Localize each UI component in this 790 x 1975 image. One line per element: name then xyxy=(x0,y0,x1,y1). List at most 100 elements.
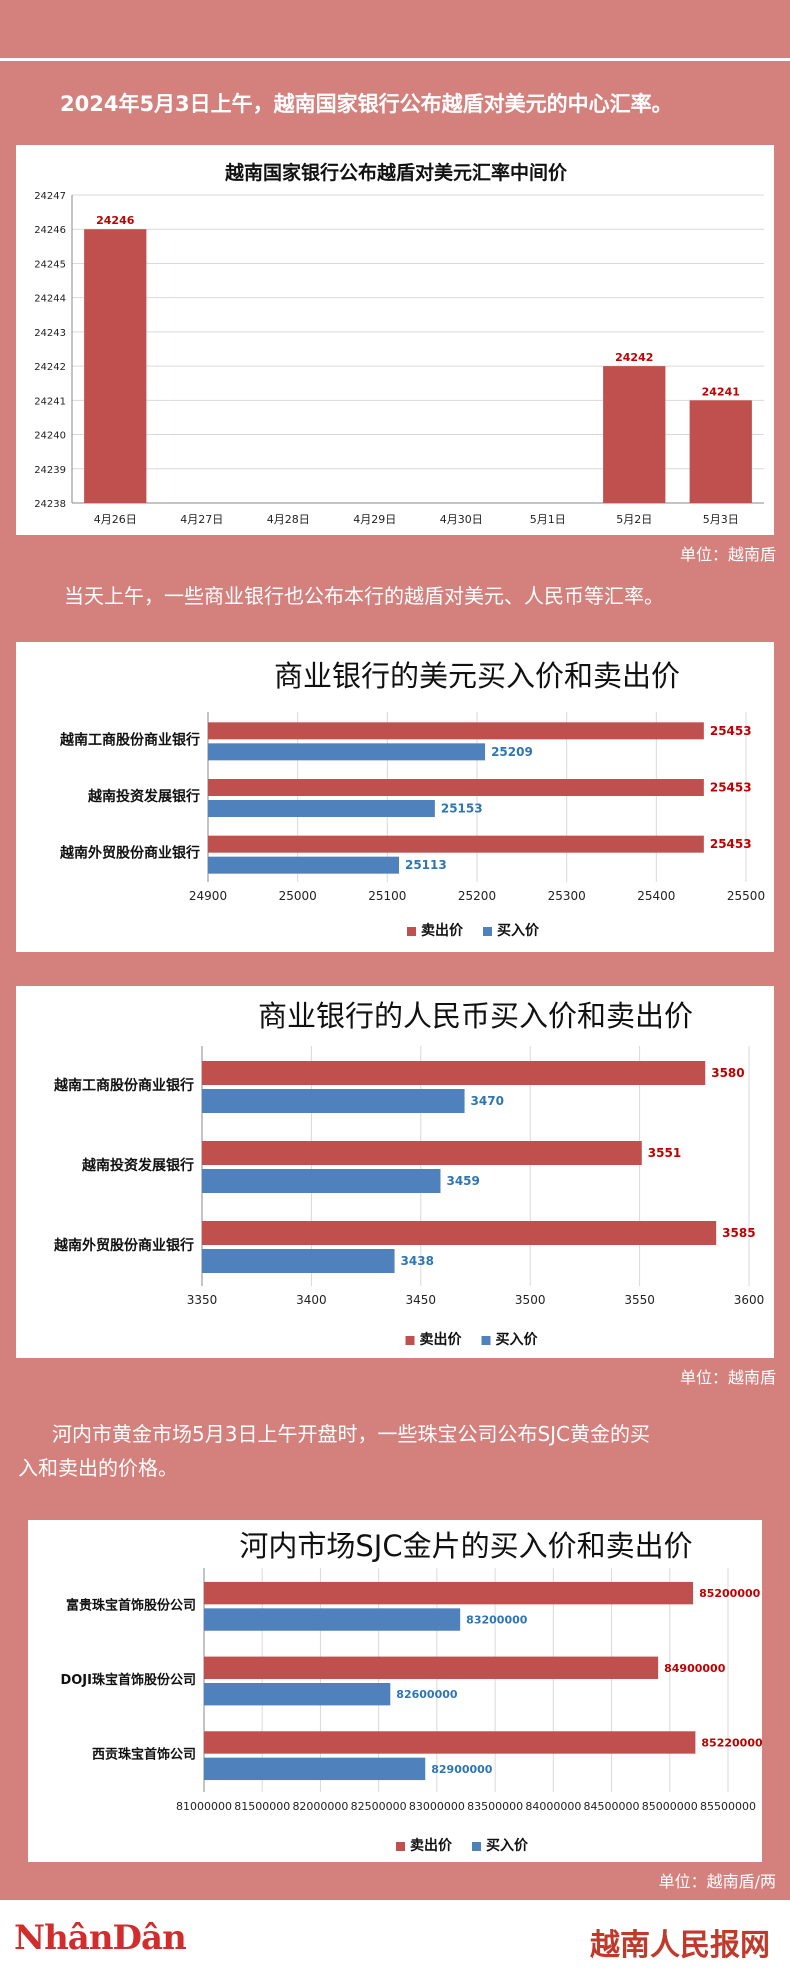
data-label-sell: 25453 xyxy=(710,781,752,795)
data-label-buy: 3459 xyxy=(446,1174,479,1188)
data-label-buy: 25209 xyxy=(491,745,533,759)
bar-sell xyxy=(202,1061,706,1085)
y-tick-label: 24240 xyxy=(34,431,66,442)
legend-swatch-sell xyxy=(407,927,416,936)
cny-rate-chart: 商业银行的人民币买入价和卖出价 3350 3400 3450 3500 3550 3600 越… xyxy=(53,999,764,1348)
x-tick-label: 24900 xyxy=(189,889,227,903)
x-tick-label: 3500 xyxy=(515,1293,546,1307)
central-rate-chart: 越南国家银行公布越盾对美元汇率中间价 24238 24239 24240 24241 24… xyxy=(34,161,764,526)
chart-panel-2: 商业银行的美元买入价和卖出价 24900 25000 25100 25200 25300 2… xyxy=(16,642,774,952)
category-label: 西贡珠宝首饰公司 xyxy=(92,1747,196,1763)
bar-buy xyxy=(204,1608,461,1631)
x-tick-label: 82500000 xyxy=(351,1800,407,1813)
data-label-buy: 82600000 xyxy=(396,1688,458,1701)
y-tick-label: 24246 xyxy=(34,225,66,236)
bar-sell xyxy=(202,1221,717,1245)
data-label: 24246 xyxy=(96,214,135,227)
category-label: 越南工商股份商业银行 xyxy=(53,1077,194,1094)
chart-title: 河内市场SJC金片的买入价和卖出价 xyxy=(239,1529,692,1563)
chart-panel-1: 越南国家银行公布越盾对美元汇率中间价 24238 24239 24240 24241 24… xyxy=(16,145,774,535)
gold-price-chart: 河内市场SJC金片的买入价和卖出价 81000000 81500000 8200000… xyxy=(60,1529,763,1854)
category-label: 越南工商股份商业银行 xyxy=(59,731,200,748)
category-label: 富贵珠宝首饰股份公司 xyxy=(66,1597,196,1613)
bar-buy xyxy=(202,1089,465,1113)
y-tick-label: 24244 xyxy=(34,294,66,305)
x-tick-label: 25500 xyxy=(727,889,765,903)
data-label: 24242 xyxy=(615,351,653,364)
bar-buy xyxy=(208,743,486,761)
category-label: 越南外贸股份商业银行 xyxy=(53,1237,194,1254)
usd-rate-chart: 商业银行的美元买入价和卖出价 24900 25000 25100 25200 25300 2… xyxy=(59,659,765,939)
site-logo[interactable]: 越南人民报网 xyxy=(590,1928,770,1963)
bar-sell xyxy=(204,1731,696,1754)
bar-sell xyxy=(208,779,704,796)
intro-text: 2024年5月3日上午，越南国家银行公布越盾对美元的中心汇率。 xyxy=(60,92,673,116)
x-tick-label: 4月28日 xyxy=(267,513,310,526)
nhandan-logo[interactable]: NhânDân xyxy=(14,1918,187,1958)
data-label-buy: 83200000 xyxy=(466,1614,528,1627)
footer: NhânDân 越南人民报网 xyxy=(0,1900,790,1975)
x-tick-label: 81000000 xyxy=(176,1800,232,1813)
x-tick-label: 3550 xyxy=(624,1293,655,1307)
legend-label-sell: 卖出价 xyxy=(420,1331,463,1348)
bar-buy xyxy=(202,1169,441,1193)
data-label-buy: 3438 xyxy=(401,1254,434,1268)
data-label-sell: 3580 xyxy=(711,1066,744,1080)
bar-buy xyxy=(208,856,399,874)
y-tick-label: 24239 xyxy=(34,465,66,476)
x-tick-label: 4月30日 xyxy=(440,513,483,526)
x-tick-label: 82000000 xyxy=(292,1800,348,1813)
y-tick-label: 24242 xyxy=(34,362,66,373)
legend-swatch-sell xyxy=(396,1842,405,1851)
data-label-buy: 25113 xyxy=(405,858,447,872)
legend-label-buy: 买入价 xyxy=(486,1838,529,1854)
x-tick-label: 5月2日 xyxy=(616,513,652,526)
x-tick-label: 81500000 xyxy=(234,1800,290,1813)
data-label: 24241 xyxy=(702,385,740,398)
category-label: DOJI珠宝首饰股份公司 xyxy=(60,1672,196,1688)
y-tick-label: 24243 xyxy=(34,328,66,339)
data-label-sell: 85220000 xyxy=(701,1736,762,1749)
y-tick-label: 24241 xyxy=(34,396,66,407)
x-tick-label: 85000000 xyxy=(642,1800,698,1813)
x-tick-label: 4月29日 xyxy=(353,513,396,526)
bar-buy xyxy=(208,800,435,817)
legend-label-buy: 买入价 xyxy=(496,1332,539,1348)
bar-buy xyxy=(202,1249,395,1273)
bar xyxy=(689,400,752,503)
x-tick-label: 25100 xyxy=(368,889,406,903)
bar-sell xyxy=(204,1656,659,1679)
x-tick-label: 84000000 xyxy=(525,1800,581,1813)
legend-swatch-buy xyxy=(481,1336,491,1345)
bar xyxy=(84,229,147,503)
x-tick-label: 83500000 xyxy=(467,1800,523,1813)
y-tick-label: 24238 xyxy=(34,499,66,510)
x-tick-label: 3350 xyxy=(187,1293,218,1307)
chart-panel-4: 河内市场SJC金片的买入价和卖出价 81000000 81500000 8200000… xyxy=(28,1520,763,1862)
bar-buy xyxy=(204,1683,391,1706)
legend-label-sell: 卖出价 xyxy=(421,922,464,939)
x-tick-label: 84500000 xyxy=(584,1800,640,1813)
data-label-sell: 84900000 xyxy=(664,1662,726,1675)
middle-text: 当天上午，一些商业银行也公布本行的越盾对美元、人民币等汇率。 xyxy=(64,584,664,608)
data-label-buy: 25153 xyxy=(441,802,483,816)
unit-label-2: 单位：越南盾 xyxy=(679,1368,776,1387)
data-label-buy: 82900000 xyxy=(431,1763,493,1776)
data-label-sell: 25453 xyxy=(710,837,752,851)
x-tick-label: 25000 xyxy=(279,889,317,903)
data-label-sell: 25453 xyxy=(710,724,752,738)
data-label-sell: 85200000 xyxy=(699,1587,761,1600)
x-tick-label: 5月3日 xyxy=(703,513,739,526)
y-tick-label: 24245 xyxy=(34,259,66,270)
category-label: 越南投资发展银行 xyxy=(81,1157,194,1174)
data-label-sell: 3585 xyxy=(722,1226,755,1240)
chart-title: 商业银行的人民币买入价和卖出价 xyxy=(258,999,693,1033)
legend-swatch-buy xyxy=(472,1842,481,1851)
x-tick-label: 5月1日 xyxy=(530,513,566,526)
x-tick-label: 83000000 xyxy=(409,1800,465,1813)
gold-text-line2: 入和卖出的价格。 xyxy=(18,1456,178,1480)
x-tick-label: 3450 xyxy=(406,1293,437,1307)
bar-sell xyxy=(204,1581,694,1605)
bar xyxy=(603,366,666,503)
chart-title: 越南国家银行公布越盾对美元汇率中间价 xyxy=(224,161,568,184)
